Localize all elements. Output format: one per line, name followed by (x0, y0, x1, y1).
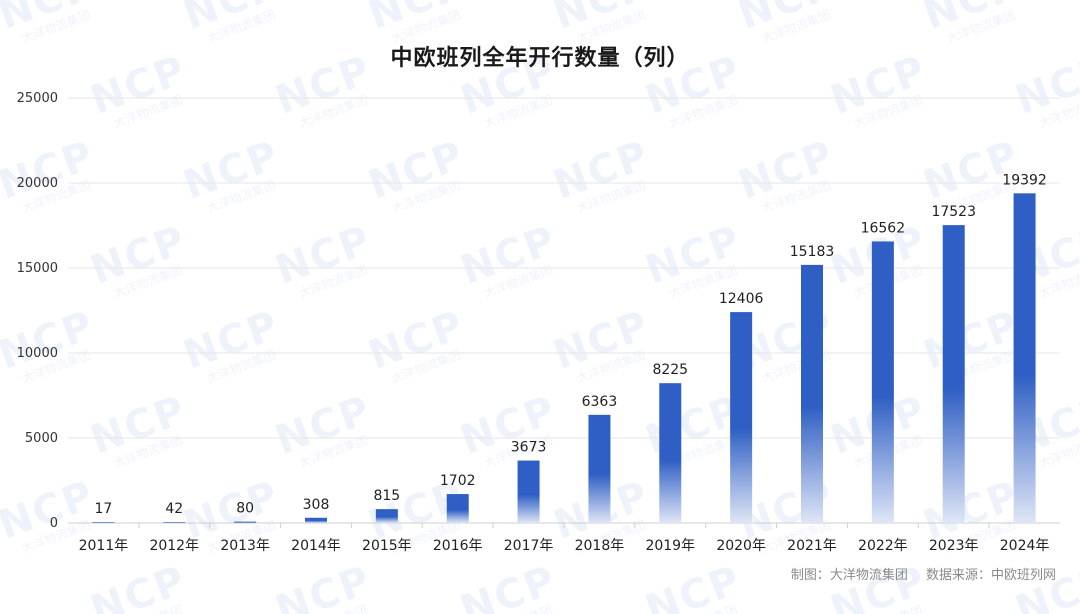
data-label: 12406 (719, 291, 764, 307)
data-label: 1702 (440, 473, 476, 489)
y-tick-label: 10000 (17, 346, 58, 361)
bar (588, 414, 611, 523)
data-label: 19392 (1002, 172, 1047, 188)
chart-title: 中欧班列全年开行数量（列） (390, 46, 690, 71)
data-label: 6363 (582, 394, 618, 410)
bar (92, 522, 115, 523)
bar (942, 225, 965, 523)
x-tick-label: 2017年 (504, 538, 554, 554)
bar (305, 517, 327, 523)
x-tick-label: 2018年 (575, 538, 625, 554)
x-tick-label: 2014年 (291, 538, 341, 554)
data-label: 3673 (511, 440, 547, 456)
bars (92, 193, 1036, 524)
data-label: 15183 (790, 244, 835, 260)
credit-made-by: 制图：大洋物流集团 (790, 568, 908, 583)
y-tick-label: 20000 (17, 176, 58, 191)
bar (446, 494, 469, 523)
y-tick-label: 0 (50, 516, 58, 531)
x-tick-label: 2016年 (433, 538, 483, 554)
x-tick-label: 2015年 (362, 538, 412, 554)
x-tick-label: 2022年 (858, 538, 908, 554)
x-tick-label: 2024年 (1000, 538, 1050, 554)
bar (871, 241, 894, 524)
bar (517, 460, 540, 523)
x-tick-label: 2019年 (645, 538, 695, 554)
x-tick-label: 2011年 (79, 538, 129, 554)
bar (801, 264, 823, 523)
y-tick-label: 5000 (25, 431, 58, 446)
credit-source: 数据来源：中欧班列网 (925, 568, 1056, 583)
bar (730, 312, 753, 523)
data-label: 42 (165, 501, 183, 517)
bar (375, 509, 398, 523)
y-tick-label: 15000 (17, 261, 58, 276)
x-tick-label: 2012年 (149, 538, 199, 554)
x-tick-label: 2023年 (929, 538, 979, 554)
data-labels: 17 42 80 308 815 1702 3673 6363 8225 12406 15183 16… (95, 172, 1047, 517)
data-label: 16562 (861, 220, 906, 236)
gridlines (68, 97, 1060, 524)
x-tick-label: 2013年 (220, 538, 270, 554)
bar (659, 383, 682, 523)
data-label: 80 (236, 501, 254, 517)
data-label: 8225 (652, 362, 688, 378)
bar (234, 521, 257, 523)
bar (1013, 193, 1036, 523)
x-axis-ticks: 2011年 2012年 2013年 2014年 2015年 2016年 2017年 2018年… (79, 523, 1050, 554)
chart-credit: 制图：大洋物流集团 数据来源：中欧班列网 (791, 564, 1056, 583)
data-label: 308 (303, 497, 330, 513)
x-tick-label: 2020年 (716, 538, 766, 554)
data-label: 17 (95, 501, 113, 517)
data-label: 815 (373, 488, 400, 504)
y-axis-ticks: 0 5000 10000 15000 20000 25000 (17, 91, 58, 531)
data-label: 17523 (931, 204, 976, 220)
x-tick-label: 2021年 (787, 538, 837, 554)
bar (163, 522, 186, 523)
y-tick-label: 25000 (17, 91, 58, 106)
